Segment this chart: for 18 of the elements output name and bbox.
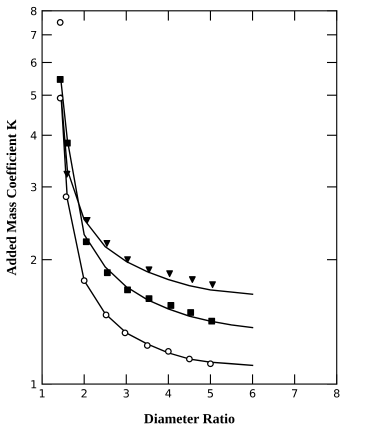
y-tick-label: 8: [30, 6, 36, 16]
y-tick-label: 7: [31, 30, 36, 40]
y-tick-label: 3: [31, 182, 36, 192]
y-axis-title: Added Mass Coefficient K: [6, 119, 16, 276]
y-tick-label: 4: [30, 131, 37, 140]
x-tick-label: 3: [124, 389, 129, 398]
y-tick-label: 2: [30, 256, 36, 264]
x-tick-label: 7: [292, 389, 298, 398]
x-tick-label: 5: [208, 389, 214, 398]
x-tick-label: 4: [165, 389, 172, 398]
y-tick-label: 6: [30, 58, 37, 67]
x-tick-label: 1: [40, 389, 45, 398]
x-tick-label: 2: [81, 389, 87, 398]
x-tick-label: 6: [250, 389, 256, 398]
x-tick-label: 8: [334, 389, 340, 398]
x-axis-title: Diameter Ratio: [144, 414, 234, 424]
y-tick-label: 1: [31, 380, 36, 388]
y-tick-label: 5: [31, 91, 36, 100]
